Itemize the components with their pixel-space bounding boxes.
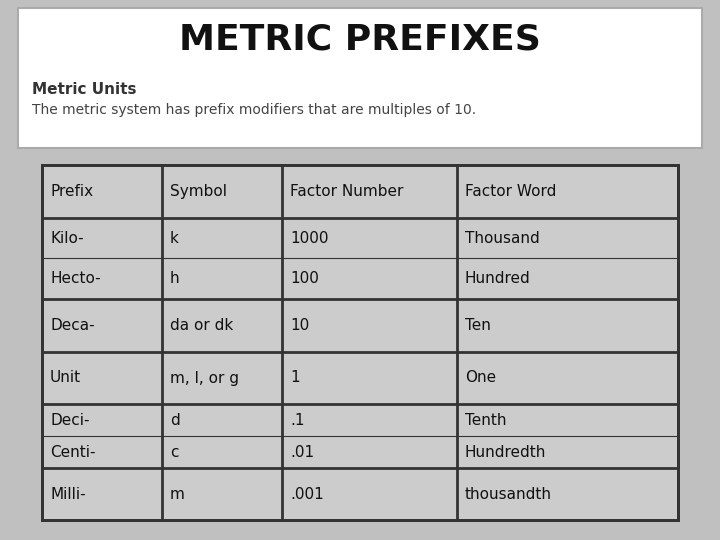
Text: One: One (465, 370, 496, 386)
Text: Centi-: Centi- (50, 444, 96, 460)
Text: h: h (170, 271, 179, 286)
Bar (18, 8, 702, 148)
Text: 10: 10 (290, 318, 310, 333)
Text: The metric system has prefix modifiers that are multiples of 10.: The metric system has prefix modifiers t… (32, 103, 476, 117)
Text: m, l, or g: m, l, or g (170, 370, 239, 386)
Text: d: d (170, 413, 180, 428)
Text: METRIC PREFIXES: METRIC PREFIXES (179, 23, 541, 57)
Text: Factor Word: Factor Word (465, 184, 557, 199)
Text: Thousand: Thousand (465, 231, 540, 246)
Text: Symbol: Symbol (170, 184, 227, 199)
Text: Deci-: Deci- (50, 413, 89, 428)
Text: Metric Units: Metric Units (32, 83, 137, 98)
Text: Milli-: Milli- (50, 487, 86, 502)
Text: .1: .1 (290, 413, 305, 428)
Bar (42, 165, 678, 520)
Text: 100: 100 (290, 271, 319, 286)
Text: Kilo-: Kilo- (50, 231, 84, 246)
Text: .01: .01 (290, 444, 314, 460)
Text: Tenth: Tenth (465, 413, 506, 428)
Text: k: k (170, 231, 179, 246)
Text: da or dk: da or dk (170, 318, 233, 333)
Text: Factor Number: Factor Number (290, 184, 403, 199)
Text: .001: .001 (290, 487, 324, 502)
Text: 1000: 1000 (290, 231, 328, 246)
Text: Hecto-: Hecto- (50, 271, 101, 286)
Text: m: m (170, 487, 185, 502)
Text: thousandth: thousandth (465, 487, 552, 502)
Text: Ten: Ten (465, 318, 491, 333)
Text: Hundredth: Hundredth (465, 444, 546, 460)
Text: Unit: Unit (50, 370, 81, 386)
Text: c: c (170, 444, 179, 460)
Text: 1: 1 (290, 370, 300, 386)
Text: Deca-: Deca- (50, 318, 94, 333)
Text: Hundred: Hundred (465, 271, 531, 286)
Text: Prefix: Prefix (50, 184, 93, 199)
